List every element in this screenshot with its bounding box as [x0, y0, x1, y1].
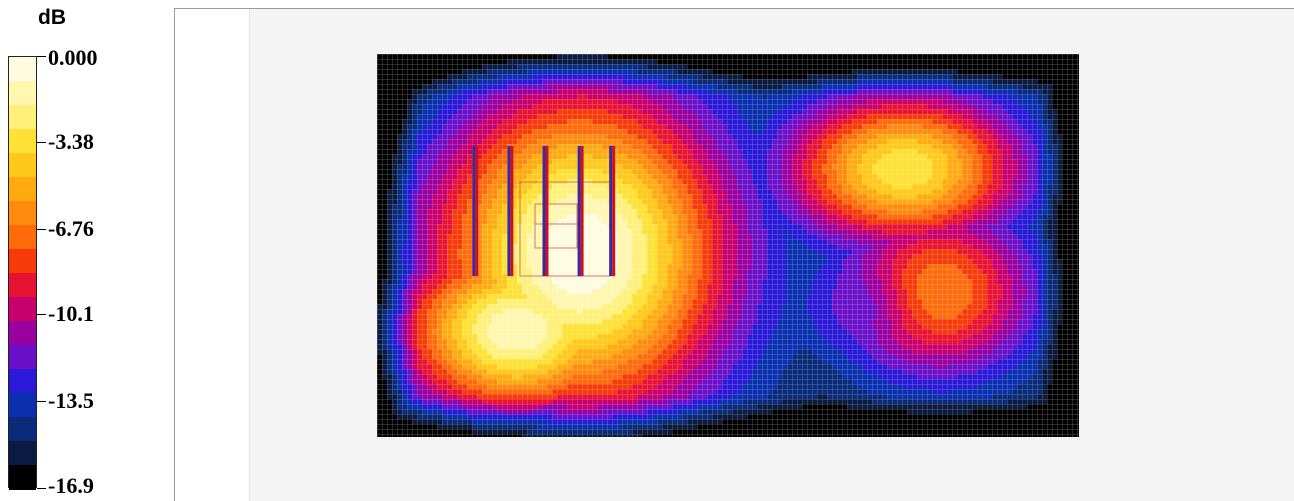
colorbar-band [9, 249, 36, 274]
colorbar-band [9, 321, 36, 346]
colorbar-tick [37, 314, 46, 316]
colorbar-tick-label: -10.1 [48, 301, 94, 327]
colorbar-band [9, 465, 36, 490]
colorbar-tick-label: -3.38 [48, 129, 94, 155]
source-2 [507, 145, 514, 277]
panel-margin-strip [175, 9, 250, 501]
colorbar-band [9, 273, 36, 298]
colorbar-tick-label: -13.5 [48, 388, 94, 414]
colorbar-band [9, 297, 36, 322]
colorbar-tick [37, 228, 46, 230]
colorbar-unit-label: dB [38, 6, 66, 29]
sources [472, 145, 616, 277]
colorbar-tick [37, 401, 46, 403]
colorbar-band [9, 225, 36, 250]
colorbar-tick-label: 0.000 [48, 45, 98, 70]
colorbar [8, 56, 37, 490]
source-1 [472, 145, 479, 277]
colorbar-tick-label: -16.9 [48, 473, 94, 498]
colorbar-band [9, 345, 36, 370]
heatmap-grid [377, 54, 1079, 437]
colorbar-band [9, 153, 36, 178]
colorbar-band [9, 177, 36, 202]
source-4 [577, 145, 584, 277]
heatmap-plot [377, 54, 1079, 437]
colorbar-band [9, 81, 36, 106]
colorbar-band [9, 417, 36, 442]
colorbar-band [9, 201, 36, 226]
source-5 [609, 145, 616, 277]
colorbar-band [9, 441, 36, 466]
colorbar-tick [37, 56, 46, 57]
colorbar-band [9, 105, 36, 130]
colorbar-band [9, 393, 36, 418]
colorbar-band [9, 369, 36, 394]
colorbar-band [9, 129, 36, 154]
colorbar-tick [37, 488, 46, 489]
source-3 [542, 145, 549, 277]
colorbar-band [9, 57, 36, 82]
colorbar-tick [37, 142, 46, 144]
colorbar-tick-label: -6.76 [48, 215, 94, 241]
